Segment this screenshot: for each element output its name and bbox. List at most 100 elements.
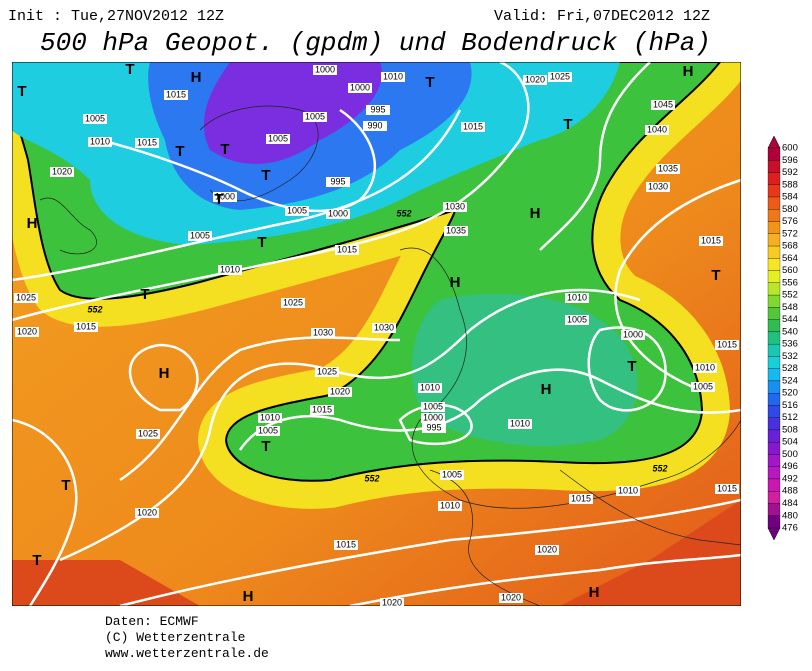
isobar-label-box — [421, 413, 445, 423]
pressure-center: T — [175, 143, 184, 160]
isobar-label-box — [422, 423, 446, 433]
legend-swatch — [767, 515, 781, 529]
legend-swatch — [767, 270, 781, 283]
legend-swatch — [767, 405, 781, 418]
isobar-label: 1030 — [445, 201, 465, 211]
legend-level: 496 — [782, 461, 798, 472]
isobar-label-box — [50, 167, 74, 177]
legend-level: 592 — [782, 167, 798, 178]
isobar-label-box — [313, 65, 337, 75]
pressure-center: T — [32, 552, 41, 569]
legend-swatch — [767, 160, 781, 173]
isobar-label: 1025 — [138, 428, 158, 438]
legend-swatch — [767, 147, 781, 161]
map-title: 500 hPa Geopot. (gpdm) und Bodendruck (h… — [40, 28, 711, 58]
legend-swatch — [767, 307, 781, 320]
isobar-label: 995 — [426, 422, 441, 432]
isobar-label: 1010 — [695, 362, 715, 372]
pressure-center: H — [159, 365, 170, 382]
pressure-center: T — [425, 74, 434, 91]
isobar-label: 1010 — [220, 264, 240, 274]
coastlines — [39, 105, 741, 606]
isobar-label-box — [218, 265, 242, 275]
pressure-center: T — [563, 116, 572, 133]
isobar-label: 1020 — [52, 166, 72, 176]
isobar-label: 1010 — [420, 382, 440, 392]
isobar-label: 1000 — [215, 191, 235, 201]
pressure-center: H — [243, 588, 254, 605]
legend-level: 516 — [782, 400, 798, 411]
isobar-label: 1015 — [717, 483, 737, 493]
legend-level: 476 — [782, 523, 798, 534]
legend-level: 524 — [782, 375, 798, 386]
legend-level: 576 — [782, 216, 798, 227]
legend-level: 600 — [782, 143, 798, 154]
isobar-label-box — [715, 340, 739, 350]
isobar-label: 1030 — [374, 322, 394, 332]
legend-arrow-bottom — [767, 527, 781, 541]
isobar-label-box — [699, 236, 723, 246]
isobar-label-box — [335, 245, 359, 255]
isobar-label-box — [440, 470, 464, 480]
isobar-label: 1015 — [336, 539, 356, 549]
isobar-label-box — [14, 293, 38, 303]
isobar-label: 1020 — [537, 544, 557, 554]
legend-level: 572 — [782, 228, 798, 239]
legend-arrow-top — [767, 135, 781, 149]
legend-swatch — [767, 466, 781, 480]
isobar-label-box — [508, 419, 532, 429]
isobar-label-box — [348, 83, 372, 93]
footer-line: Daten: ECMWF — [105, 614, 199, 629]
isobar-label: 1010 — [510, 418, 530, 428]
isobar-label-box — [366, 105, 390, 115]
isobar-label-box — [266, 134, 290, 144]
pressure-center: T — [261, 438, 270, 455]
pressure-center: H — [450, 274, 461, 291]
pressure-center: T — [261, 167, 270, 184]
footer-line: (C) Wetterzentrale — [105, 630, 245, 645]
isobar-label: 990 — [367, 120, 382, 130]
legend-swatch — [767, 380, 781, 394]
pressure-center: H — [27, 215, 38, 232]
legend-swatch — [767, 245, 781, 259]
isobar-label-box — [715, 484, 739, 494]
isobar-label-box — [569, 494, 593, 504]
isobar-label-box — [310, 405, 334, 415]
isobar-label: 1005 — [85, 113, 105, 123]
isobar-label-box — [326, 177, 350, 187]
isobar-label-box — [15, 327, 39, 337]
isobar-label: 995 — [330, 176, 345, 186]
isobar-label-box — [693, 363, 717, 373]
legend-level: 552 — [782, 290, 798, 301]
height-label: 552 — [652, 463, 667, 473]
isobar-label: 1035 — [446, 225, 466, 235]
isobar-label: 1015 — [312, 404, 332, 414]
legend-swatch — [767, 319, 781, 333]
pressure-center: T — [220, 141, 229, 158]
isobar-label-box — [303, 112, 327, 122]
pressure-center: T — [61, 477, 70, 494]
isobar-label: 1020 — [525, 74, 545, 84]
legend-level: 544 — [782, 314, 798, 325]
legend-level: 580 — [782, 204, 798, 215]
isobar-label: 1015 — [166, 89, 186, 99]
isobar-label: 1015 — [137, 137, 157, 147]
isobar-label-box — [380, 598, 404, 608]
legend-level: 484 — [782, 498, 798, 509]
isobar-label-box — [621, 330, 645, 340]
isobar-label: 1005 — [442, 469, 462, 479]
legend-swatch — [767, 258, 781, 271]
pressure-center: T — [125, 61, 134, 78]
pressure-center: H — [683, 63, 694, 80]
legend-swatch — [767, 356, 781, 369]
isobar-label: 1010 — [90, 136, 110, 146]
isobar-label-box — [656, 164, 680, 174]
legend-level: 500 — [782, 449, 798, 460]
isobar-label: 1010 — [567, 292, 587, 302]
legend-swatch — [767, 294, 781, 308]
height-label: 552 — [396, 208, 411, 218]
isobar-label-box — [421, 402, 445, 412]
legend-level: 584 — [782, 192, 798, 203]
